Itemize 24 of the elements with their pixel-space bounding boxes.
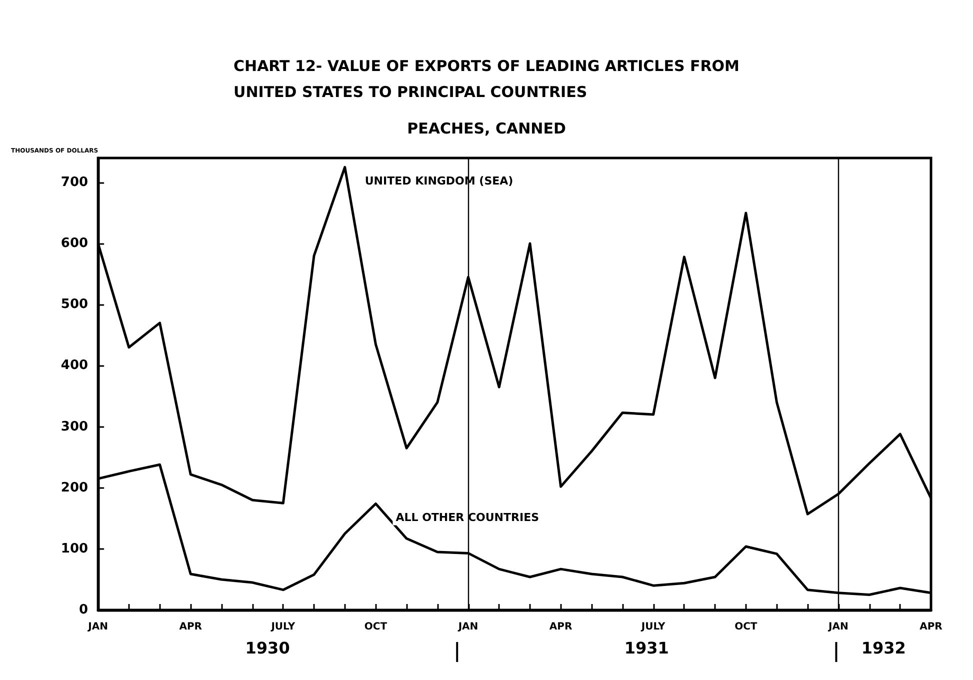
x-tick-label: JULY <box>270 622 296 632</box>
x-tick-label: OCT <box>734 622 758 632</box>
y-tick-label: 500 <box>60 297 88 312</box>
x-tick-label: JULY <box>640 622 666 632</box>
y-tick-label: 700 <box>60 174 88 190</box>
y-tick-label: 200 <box>60 480 88 496</box>
text: 1930 <box>245 638 290 658</box>
y-tick-label: 300 <box>60 419 88 434</box>
y-tick-label: 400 <box>60 358 88 374</box>
x-tick-label: APR <box>920 622 943 632</box>
x-tick-label: JAN <box>457 622 478 632</box>
chart-title: CHART 12- VALUE OF EXPORTS OF LEADING ARTICLES FROM UNITED STATES TO PRINCIPAL COUNTRIES <box>234 57 740 101</box>
x-tick-label: APR <box>179 622 202 632</box>
x-tick-label: APR <box>549 622 572 632</box>
x-tick-label: JAN <box>87 622 108 632</box>
x-tick-label: OCT <box>364 622 388 632</box>
chart-subtitle: PEACHES, CANNED <box>407 120 566 138</box>
y-tick-label: 0 <box>79 602 88 618</box>
text: 1931 <box>624 638 669 658</box>
y-tick-label: 600 <box>60 236 88 252</box>
text: 1932 <box>861 638 906 658</box>
x-tick-label: JAN <box>828 622 848 632</box>
y-tick-label: 100 <box>60 541 88 556</box>
series-label: ALL OTHER COUNTRIES <box>396 511 540 524</box>
